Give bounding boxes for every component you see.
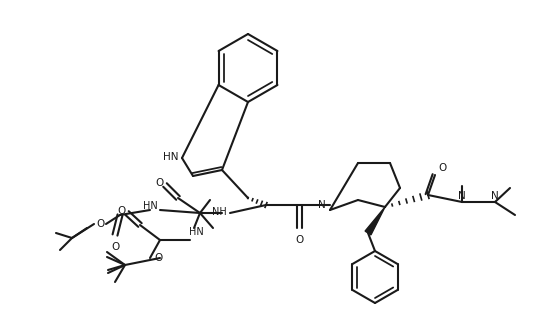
Polygon shape [365, 207, 385, 235]
Text: N: N [458, 191, 466, 201]
Text: HN: HN [142, 201, 157, 211]
Text: NH: NH [212, 207, 227, 217]
Text: N: N [318, 200, 326, 210]
Text: HN: HN [162, 152, 178, 162]
Text: O: O [438, 163, 447, 173]
Text: O: O [154, 253, 162, 263]
Text: O: O [155, 178, 163, 188]
Text: N: N [491, 191, 499, 201]
Text: O: O [111, 242, 119, 252]
Text: O: O [296, 235, 304, 245]
Text: HN: HN [188, 227, 203, 237]
Text: O: O [96, 219, 104, 229]
Text: O: O [117, 206, 125, 216]
